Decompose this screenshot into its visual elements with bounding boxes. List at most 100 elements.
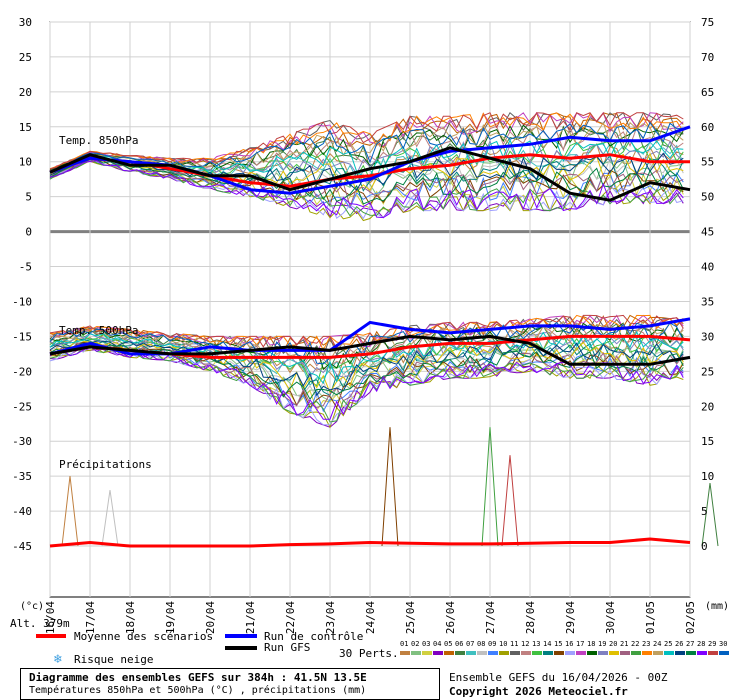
x-tick-label: 21/04 bbox=[244, 601, 257, 634]
precip-peak bbox=[481, 427, 499, 547]
pert-label: 02 bbox=[411, 640, 420, 648]
pert-label: 14 bbox=[543, 640, 552, 648]
legend-mean: Moyenne des scénarios bbox=[74, 630, 214, 643]
pert-label: 17 bbox=[576, 640, 585, 648]
precip-peak bbox=[501, 455, 519, 547]
left-tick-label: -40 bbox=[12, 505, 32, 518]
precip-peak bbox=[61, 476, 79, 547]
legend-mean-swatch bbox=[36, 634, 66, 638]
pert-label: 26 bbox=[675, 640, 684, 648]
x-tick-label: 28/04 bbox=[524, 601, 537, 634]
pert-swatch bbox=[455, 651, 465, 655]
pert-label: 08 bbox=[477, 640, 486, 648]
pert-swatch bbox=[565, 651, 575, 655]
pert-swatch bbox=[433, 651, 443, 655]
pert-swatch bbox=[675, 651, 685, 655]
pert-label: 04 bbox=[433, 640, 442, 648]
x-tick-label: 29/04 bbox=[564, 601, 577, 634]
left-tick-label: -45 bbox=[12, 540, 32, 553]
pert-label: 16 bbox=[565, 640, 574, 648]
pert-label: 30 bbox=[719, 640, 728, 648]
right-tick-label: 55 bbox=[701, 156, 714, 169]
pert-swatch bbox=[521, 651, 531, 655]
right-tick-label: 25 bbox=[701, 365, 714, 378]
left-tick-label: -10 bbox=[12, 295, 32, 308]
pert-swatch bbox=[620, 651, 630, 655]
pert-label: 09 bbox=[488, 640, 497, 648]
series-line-850 bbox=[49, 146, 691, 202]
pert-swatch bbox=[708, 651, 718, 655]
legend-perts: 30 Perts. bbox=[339, 647, 399, 660]
pert-swatch bbox=[642, 651, 652, 655]
pert-swatch bbox=[609, 651, 619, 655]
right-tick-label: 65 bbox=[701, 86, 714, 99]
x-tick-label: 25/04 bbox=[404, 601, 417, 634]
pert-swatch bbox=[543, 651, 553, 655]
left-tick-label: -35 bbox=[12, 470, 32, 483]
member-500-line bbox=[49, 341, 684, 409]
pert-swatch bbox=[422, 651, 432, 655]
member-500-line bbox=[49, 338, 684, 397]
copyright: Copyright 2026 Meteociel.fr bbox=[449, 685, 628, 698]
pert-label: 28 bbox=[697, 640, 706, 648]
left-tick-label: -30 bbox=[12, 435, 32, 448]
pert-label: 19 bbox=[598, 640, 607, 648]
pert-swatch bbox=[466, 651, 476, 655]
x-tick-label: 30/04 bbox=[604, 601, 617, 634]
pert-label: 10 bbox=[499, 640, 508, 648]
x-tick-label: 19/04 bbox=[164, 601, 177, 634]
right-tick-label: 35 bbox=[701, 295, 714, 308]
member-850-line bbox=[49, 112, 684, 170]
x-tick-label: 16/04 bbox=[44, 601, 57, 634]
panel-label-precip: Précipitations bbox=[59, 458, 152, 471]
legend-gfs-swatch bbox=[225, 646, 257, 650]
member-850-line bbox=[49, 158, 684, 208]
x-unit-left: (°c) bbox=[20, 601, 44, 612]
pert-label: 27 bbox=[686, 640, 695, 648]
right-tick-label: 30 bbox=[701, 330, 714, 343]
left-tick-label: -15 bbox=[12, 330, 32, 343]
member-500-line bbox=[49, 338, 684, 394]
pert-label: 15 bbox=[554, 640, 563, 648]
member-500-line bbox=[49, 320, 684, 362]
precip-peak bbox=[701, 483, 719, 547]
footer-box: Diagramme des ensembles GEFS sur 384h : … bbox=[20, 668, 440, 700]
left-tick-label: -25 bbox=[12, 400, 32, 413]
pert-label: 18 bbox=[587, 640, 596, 648]
right-tick-label: 5 bbox=[701, 505, 708, 518]
pert-label: 20 bbox=[609, 640, 618, 648]
pert-label: 12 bbox=[521, 640, 530, 648]
footer-title: Diagramme des ensembles GEFS sur 384h : … bbox=[29, 671, 367, 684]
pert-swatch bbox=[411, 651, 421, 655]
right-tick-label: 15 bbox=[701, 435, 714, 448]
pert-label: 24 bbox=[653, 640, 662, 648]
x-tick-label: 18/04 bbox=[124, 601, 137, 634]
pert-swatch bbox=[631, 651, 641, 655]
pert-label: 25 bbox=[664, 640, 673, 648]
pert-label: 01 bbox=[400, 640, 409, 648]
pert-swatch bbox=[444, 651, 454, 655]
member-500-line bbox=[49, 322, 684, 367]
pert-label: 22 bbox=[631, 640, 640, 648]
right-tick-label: 60 bbox=[701, 121, 714, 134]
series-line-500 bbox=[49, 334, 691, 366]
pert-swatch bbox=[532, 651, 542, 655]
pert-label: 21 bbox=[620, 640, 629, 648]
pert-swatch bbox=[686, 651, 696, 655]
pert-swatch bbox=[697, 651, 707, 655]
series-line-precip bbox=[49, 537, 691, 548]
main-series bbox=[49, 125, 691, 548]
x-tick-label: 01/05 bbox=[644, 601, 657, 634]
member-500-line bbox=[49, 346, 684, 420]
panel-label-850: Temp. 850hPa bbox=[59, 134, 138, 147]
pert-swatch bbox=[477, 651, 487, 655]
pert-swatch bbox=[488, 651, 498, 655]
grid bbox=[49, 21, 691, 598]
member-850-line bbox=[49, 121, 684, 172]
left-tick-label: 20 bbox=[19, 86, 32, 99]
pert-label: 29 bbox=[708, 640, 717, 648]
precip-peak bbox=[101, 490, 119, 547]
precip-peak bbox=[381, 427, 399, 547]
right-tick-label: 45 bbox=[701, 226, 714, 239]
x-tick-label: 24/04 bbox=[364, 601, 377, 634]
